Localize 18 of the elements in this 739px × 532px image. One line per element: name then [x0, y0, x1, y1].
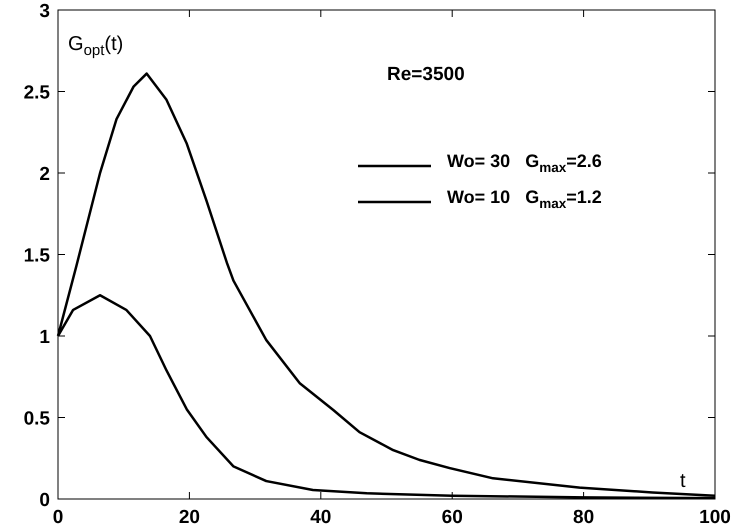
y-tick-label: 1.5	[24, 246, 50, 266]
x-tick-label: 100	[699, 507, 731, 528]
y-tick-label: 2	[39, 164, 50, 185]
y-tick-label: 0	[39, 490, 50, 511]
x-tick-label: 40	[310, 507, 332, 528]
x-axis-title: t	[680, 470, 686, 492]
y-tick-label: 2.5	[24, 82, 50, 104]
x-tick-label: 20	[178, 507, 200, 528]
legend-label: Wo= 30 G$_{max}$=2.6	[447, 151, 602, 175]
legend-label: Wo= 10 G$_{max}$=1.2	[447, 187, 602, 211]
y-tick-label: 3	[39, 1, 50, 22]
x-tick-label: 60	[442, 507, 463, 528]
y-tick-label: 0.5	[24, 408, 50, 430]
y-axis-title: G$_{opt}$(t)	[68, 33, 124, 60]
x-tick-label: 0	[52, 507, 64, 528]
x-tick-label: 80	[573, 507, 594, 528]
y-tick-label: 1	[39, 327, 50, 348]
annotation: Re=3500	[387, 64, 465, 85]
